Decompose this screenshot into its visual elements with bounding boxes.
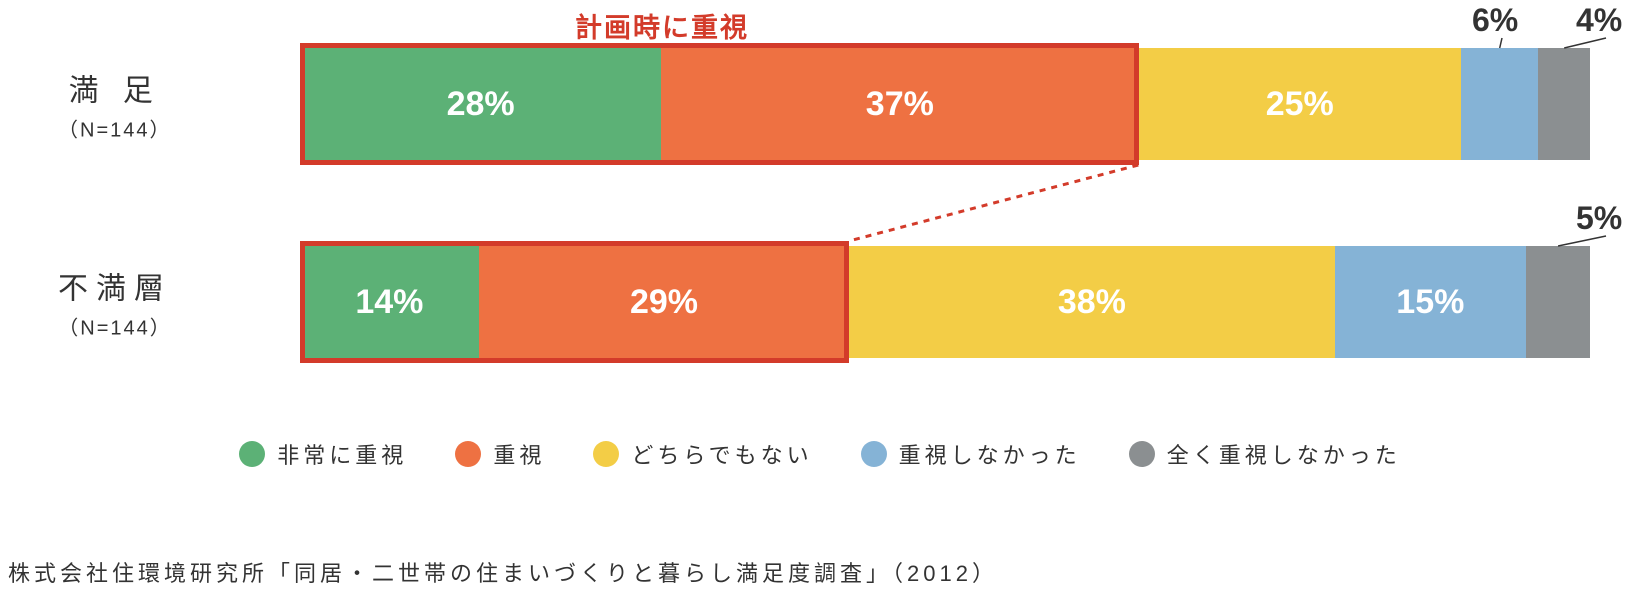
legend-swatch	[1129, 441, 1155, 467]
legend-item: 重視しなかった	[861, 438, 1081, 470]
legend-label: 重視しなかった	[899, 438, 1081, 470]
legend-item: 重視	[455, 438, 545, 470]
legend-label: 重視	[493, 438, 545, 470]
legend-item: どちらでもない	[593, 438, 812, 470]
legend: 非常に重視 重視 どちらでもない 重視しなかった 全く重視しなかった	[0, 438, 1640, 470]
chart-container: { "chart": { "type": "stacked-bar", "bac…	[0, 0, 1640, 598]
legend-swatch	[239, 441, 265, 467]
legend-label: どちらでもない	[631, 438, 812, 470]
legend-item: 全く重視しなかった	[1129, 438, 1401, 470]
legend-label: 全く重視しなかった	[1167, 438, 1401, 470]
legend-item: 非常に重視	[239, 438, 407, 470]
legend-swatch	[593, 441, 619, 467]
source-text: 株式会社住環境研究所「同居・二世帯の住まいづくりと暮らし満足度調査」（2012）	[8, 556, 998, 588]
legend-swatch	[861, 441, 887, 467]
legend-swatch	[455, 441, 481, 467]
callout-pointer-2	[0, 0, 1640, 400]
legend-label: 非常に重視	[277, 438, 407, 470]
